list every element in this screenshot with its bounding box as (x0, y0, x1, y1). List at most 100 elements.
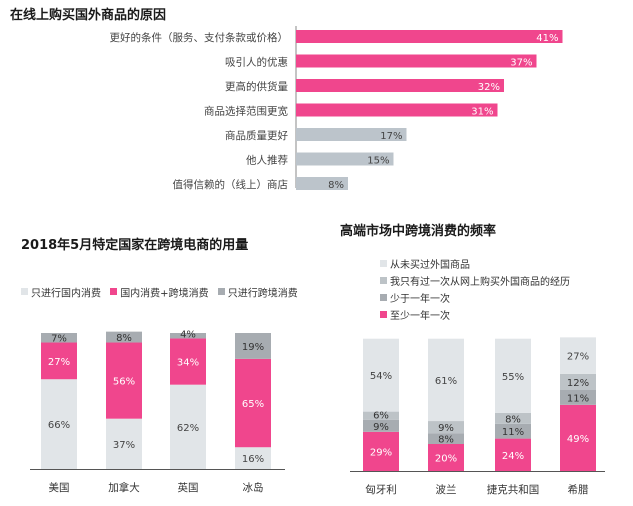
legend-label: 少于一年一次 (390, 294, 450, 305)
legend-item-both: 国内消费+跨境消费 (110, 287, 209, 299)
chart2-title: 2018年5月特定国家在跨境电商的用量 (21, 238, 249, 253)
chart3-value-label: 29% (370, 447, 392, 458)
chart1-value-label: 41% (536, 33, 558, 44)
legend-label: 从未买过外国商品 (390, 260, 470, 271)
chart3-value-label: 11% (502, 427, 524, 438)
chart1-value-label: 15% (367, 156, 389, 167)
chart2-value-label: 34% (177, 358, 199, 369)
chart3-title: 高端市场中跨境消费的频率 (340, 224, 497, 239)
chart3-bar-segment (560, 404, 596, 471)
legend-item-domestic: 只进行国内消费 (21, 287, 101, 299)
chart2-category-label: 冰岛 (243, 481, 264, 494)
chart2-bar-segment (41, 379, 77, 469)
chart2-legend: 只进行国内消费 国内消费+跨境消费 只进行跨境消费 (21, 284, 304, 299)
chart2-bar-segment (106, 342, 142, 419)
chart2-bar-segment (235, 333, 271, 359)
chart3-value-label: 27% (567, 352, 589, 363)
chart2-bar-segment (170, 338, 206, 385)
chart1-value-label: 17% (380, 131, 402, 142)
chart3-bar-segment (363, 338, 399, 412)
legend-label: 只进行国内消费 (31, 288, 101, 299)
chart3-bar-segment (363, 419, 399, 432)
chart1-bar (296, 79, 504, 92)
chart2-bar-segment (235, 358, 271, 448)
chart3-value-label: 12% (567, 378, 589, 389)
legend-item-never: 从未买过外国商品 (380, 256, 570, 273)
chart1-category-label: 值得信赖的（线上）商店 (173, 178, 289, 191)
chart3-bar-segment (428, 433, 464, 444)
chart3-value-label: 8% (505, 414, 521, 425)
legend-item-crossborder: 只进行跨境消费 (217, 287, 298, 299)
chart1-category-label: 吸引人的优惠 (225, 56, 288, 69)
chart1-bar (296, 30, 563, 43)
chart2-value-label: 27% (48, 357, 70, 368)
chart2-value-label: 8% (116, 333, 132, 344)
chart1-category-label: 他人推荐 (246, 154, 288, 167)
chart1-bar (296, 152, 394, 166)
chart3-category-label: 希腊 (568, 483, 589, 496)
chart1-value-label: 31% (471, 107, 493, 118)
chart1-category-label: 更高的供货量 (225, 80, 288, 93)
chart3-bar-segment (560, 373, 596, 390)
chart2-value-label: 37% (113, 440, 135, 451)
chart1-category-label: 商品选择范围更宽 (204, 105, 288, 118)
chart2-bar-segment (235, 447, 271, 469)
chart2-value-label: 7% (51, 334, 67, 345)
chart2-bar-segment (41, 333, 77, 343)
legend-label: 只进行跨境消费 (227, 288, 298, 299)
chart3-value-label: 9% (373, 422, 389, 433)
chart3-bar-segment (495, 412, 531, 424)
chart1-bar (296, 177, 348, 190)
chart3-value-label: 61% (435, 376, 457, 387)
chart2-value-label: 65% (242, 399, 264, 410)
chart3-bar-segment (363, 411, 399, 420)
chart3-value-label: 55% (502, 372, 524, 383)
chart3-bar-segment (363, 431, 399, 471)
chart3-bar-segment (428, 338, 464, 422)
chart1-bar (296, 54, 537, 68)
legend-item-less-than-yearly: 少于一年一次 (380, 290, 570, 307)
chart2-bar-segment (106, 331, 142, 343)
chart1-category-label: 更好的条件（服务、支付条款或价格） (110, 31, 289, 44)
chart2-category-label: 加拿大 (108, 481, 140, 494)
chart3-bar-segment (428, 444, 464, 471)
chart2-bar-segment (106, 418, 142, 469)
chart1-value-label: 32% (478, 82, 500, 93)
chart3-value-label: 6% (373, 411, 389, 422)
legend-label: 国内消费+跨境消费 (120, 288, 209, 299)
chart2-value-label: 16% (242, 454, 264, 465)
chart2-bar-segment (170, 333, 206, 339)
chart3-bar-segment (495, 438, 531, 471)
chart3-category-label: 匈牙利 (365, 483, 397, 496)
chart3-bar-segment (495, 423, 531, 439)
legend-item-once: 我只有过一次从网上购买外国商品的经历 (380, 273, 570, 290)
chart1-bar (296, 103, 498, 117)
legend-item-yearly: 至少一年一次 (380, 307, 570, 324)
chart2-value-label: 19% (242, 342, 264, 353)
chart2-value-label: 66% (48, 420, 70, 431)
chart3-value-label: 9% (438, 423, 454, 434)
chart2-category-label: 英国 (178, 481, 199, 494)
chart3-legend: 从未买过外国商品 我只有过一次从网上购买外国商品的经历 少于一年一次 至少一年一… (380, 256, 570, 324)
chart2-value-label: 62% (177, 423, 199, 434)
chart2-bar-segment (170, 384, 206, 469)
legend-label: 至少一年一次 (390, 311, 450, 322)
chart1-bar (296, 128, 407, 141)
chart3-value-label: 8% (438, 435, 454, 446)
chart1-category-label: 商品质量更好 (225, 129, 288, 142)
chart3-bar-segment (560, 337, 596, 374)
chart1-title: 在线上购买国外商品的原因 (10, 8, 167, 23)
chart3-value-label: 11% (567, 393, 589, 404)
chart3-value-label: 49% (567, 434, 589, 445)
legend-label: 我只有过一次从网上购买外国商品的经历 (390, 277, 570, 288)
chart3-bar-segment (428, 421, 464, 434)
chart2-value-label: 4% (180, 329, 196, 340)
chart3-value-label: 54% (370, 371, 392, 382)
chart3-bar-segment (560, 390, 596, 405)
chart3-category-label: 捷克共和国 (487, 483, 540, 496)
chart1-value-label: 37% (510, 58, 532, 69)
chart3-bar-segment (495, 338, 531, 413)
chart3-value-label: 24% (502, 451, 524, 462)
chart2-value-label: 56% (113, 377, 135, 388)
